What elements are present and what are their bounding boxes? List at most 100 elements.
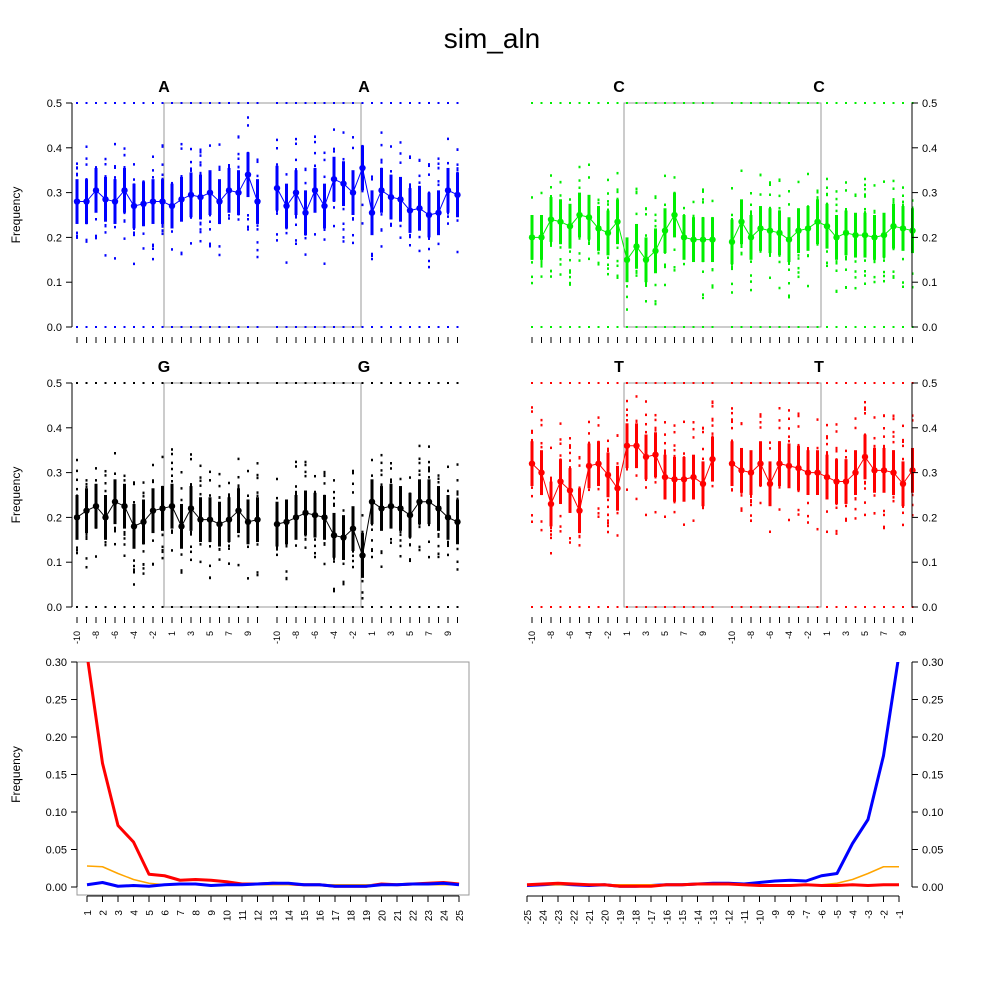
distribution-dot <box>835 450 838 453</box>
max-dot <box>352 102 354 104</box>
distribution-dot <box>635 190 638 194</box>
y-tick-label: 0.4 <box>47 423 62 435</box>
max-dot <box>826 102 828 104</box>
distribution-dot <box>769 252 771 255</box>
mean-point <box>130 202 138 210</box>
distribution-dot <box>352 233 354 237</box>
distribution-dot <box>531 520 533 523</box>
distribution-dot <box>892 198 895 201</box>
distribution-dot <box>180 175 183 178</box>
distribution-dot <box>845 456 847 459</box>
distribution-dot <box>607 439 609 443</box>
distribution-dot <box>559 438 562 441</box>
x-tick-label: 5 <box>660 631 670 636</box>
distribution-dot <box>540 445 543 449</box>
x-tick-label: 1 <box>167 631 177 636</box>
min-dot <box>161 326 164 328</box>
y-tick-label: 0.15 <box>46 770 67 782</box>
distribution-dot <box>371 252 373 256</box>
distribution-dot <box>797 414 800 418</box>
x-tick-label: 3 <box>641 631 651 636</box>
y-tick-label: 0.2 <box>922 512 937 524</box>
distribution-dot <box>645 413 647 417</box>
distribution-dot <box>797 412 800 415</box>
distribution-dot <box>892 275 895 278</box>
max-dot <box>95 102 97 104</box>
distribution-dot <box>864 195 866 198</box>
distribution-dot <box>237 486 240 489</box>
distribution-dot <box>664 263 666 266</box>
distribution-dot <box>161 556 164 560</box>
distribution-dot <box>85 535 88 538</box>
max-dot <box>588 382 590 384</box>
x-tick-label: -8 <box>787 910 798 919</box>
distribution-dot <box>390 537 392 541</box>
mean-point <box>757 225 764 232</box>
distribution-dot <box>654 283 657 287</box>
x-tick-label: -5 <box>833 910 844 919</box>
distribution-dot <box>635 419 638 423</box>
distribution-dot <box>683 206 685 210</box>
x-tick-label: 17 <box>331 910 342 922</box>
distribution-dot <box>361 530 364 534</box>
distribution-dot <box>180 142 183 146</box>
distribution-dot <box>333 560 335 563</box>
max-dot <box>816 102 819 104</box>
distribution-dot <box>199 154 202 157</box>
distribution-dot <box>142 567 145 570</box>
distribution-dot <box>788 294 790 297</box>
mean-point <box>738 218 745 225</box>
distribution-dot <box>437 242 440 246</box>
x-tick-label: -10 <box>727 631 737 644</box>
distribution-dot <box>531 429 533 433</box>
distribution-dot <box>152 479 154 482</box>
distribution-dot <box>371 178 373 181</box>
distribution-dot <box>607 447 609 451</box>
y-tick-label: 0.05 <box>922 845 943 857</box>
distribution-dot <box>873 416 876 419</box>
distribution-dot <box>418 548 421 552</box>
min-dot <box>759 606 762 608</box>
max-dot <box>559 382 562 384</box>
max-dot <box>864 102 866 104</box>
distribution-dot <box>664 449 666 452</box>
distribution-dot <box>788 295 790 299</box>
distribution-dot <box>76 162 78 165</box>
distribution-dot <box>380 143 383 147</box>
min-dot <box>352 606 354 608</box>
panel-title-t-left: T <box>614 359 624 376</box>
y-tick-label: 0.2 <box>47 512 62 524</box>
distribution-dot <box>778 260 781 264</box>
distribution-dot <box>740 243 743 247</box>
distribution-dot <box>826 423 828 427</box>
min-dot <box>142 326 145 328</box>
distribution-dot <box>323 474 326 478</box>
distribution-dot <box>447 215 449 218</box>
distribution-dot <box>597 261 600 265</box>
panel-title-c-right: C <box>813 79 825 96</box>
distribution-dot <box>635 187 638 191</box>
distribution-dot <box>399 152 402 155</box>
min-dot <box>114 606 116 608</box>
distribution-dot <box>540 275 543 278</box>
distribution-dot <box>854 260 857 263</box>
panel-title-a-right: A <box>358 79 370 96</box>
distribution-dot <box>702 293 704 296</box>
distribution-dot <box>654 219 657 222</box>
distribution-dot <box>190 147 192 151</box>
distribution-dot <box>352 559 354 563</box>
min-dot <box>588 326 590 328</box>
distribution-dot <box>845 449 847 453</box>
x-tick-label: 1 <box>822 631 832 636</box>
distribution-dot <box>559 246 562 249</box>
distribution-dot <box>759 421 762 424</box>
distribution-dot <box>304 460 307 464</box>
distribution-dot <box>380 473 383 477</box>
distribution-dot <box>702 447 704 451</box>
distribution-dot <box>540 528 543 532</box>
distribution-dot <box>295 158 297 162</box>
min-dot <box>418 326 421 328</box>
mean-point <box>776 460 783 467</box>
min-dot <box>399 326 402 328</box>
distribution-dot <box>133 583 135 586</box>
